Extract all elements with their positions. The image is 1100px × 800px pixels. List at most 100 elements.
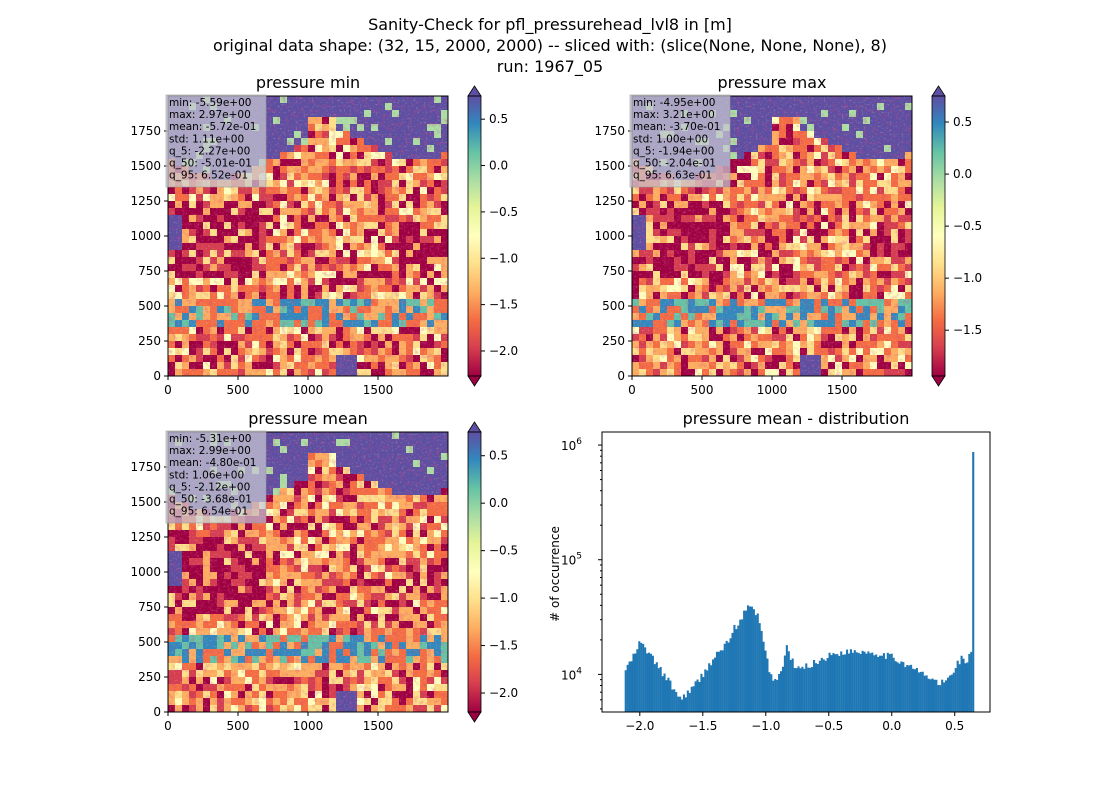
colorbar-gradient <box>932 96 945 376</box>
colorbar-extend-top <box>467 85 482 97</box>
stats-box-bg <box>629 94 731 188</box>
stats-line: std: 1.06e+00 <box>169 469 244 481</box>
y-tick-label: 500 <box>138 635 161 649</box>
x-tick-label: 1500 <box>363 383 394 397</box>
histogram-bar <box>624 670 627 712</box>
colorbar-tick-label: −0.5 <box>953 219 982 233</box>
histogram-bar <box>630 661 633 712</box>
colorbar-extend-bottom <box>467 711 482 723</box>
stats-line: max: 2.97e+00 <box>169 109 251 121</box>
histogram-bar <box>663 673 666 712</box>
histogram-bar <box>636 649 639 712</box>
stats-line: mean: -3.70e-01 <box>633 121 720 133</box>
colorbar-tick-label: −0.5 <box>489 205 518 219</box>
y-tick-label: 0 <box>617 369 625 383</box>
colorbar-tick-label: 0.0 <box>489 159 508 173</box>
x-tick-label: 500 <box>227 719 250 733</box>
histogram-bar <box>628 661 631 712</box>
colorbar-frame <box>467 431 482 713</box>
colorbar-gradient <box>468 96 481 376</box>
map-texture-blue <box>168 628 448 670</box>
y-tick-label: 1500 <box>594 159 625 173</box>
stats-line: mean: -5.72e-01 <box>169 121 256 133</box>
map-texture-blue <box>168 292 448 334</box>
x-tick-label: 1000 <box>757 383 788 397</box>
colorbar-tick-label: 0.0 <box>489 496 508 510</box>
histogram-panel: pressure mean - distribution−2.0 −1.5 −1.0… <box>548 409 991 733</box>
colorbar-tick-label: −1.0 <box>953 271 982 285</box>
histogram-bar <box>665 680 668 712</box>
stats-line: q_5: -2.12e+00 <box>169 481 250 493</box>
colorbar-tick-label: −1.5 <box>953 323 982 337</box>
colorbar-tick-label: −2.0 <box>489 686 518 700</box>
map-texture-blue <box>632 292 912 334</box>
colorbar-gradient <box>468 432 481 712</box>
histogram-bar <box>644 647 647 712</box>
y-tick-label: 1000 <box>130 565 161 579</box>
stats-line: max: 2.99e+00 <box>169 445 251 457</box>
histogram-bar <box>638 641 641 712</box>
y-tick-label: 0 <box>153 705 161 719</box>
stats-line: q_50: -5.01e-01 <box>169 158 252 170</box>
stats-line: min: -5.31e+00 <box>169 433 251 445</box>
y-tick-label: 0 <box>153 369 161 383</box>
figure-title-line-1: Sanity-Check for pfl_pressurehead_lvl8 i… <box>368 15 732 34</box>
y-tick-label: 1250 <box>130 194 161 208</box>
histogram-bar <box>632 653 635 712</box>
colorbar-frame <box>931 95 946 377</box>
histogram-bar <box>647 652 651 712</box>
histogram-bar <box>649 653 652 712</box>
y-tick-label: 1250 <box>130 530 161 544</box>
colorbar-tick-label: −1.5 <box>489 639 518 653</box>
y-tick-label: 750 <box>602 264 625 278</box>
x-tick-label: 500 <box>691 383 714 397</box>
colorbar-tick-label: −1.0 <box>489 591 518 605</box>
y-tick-label: 1750 <box>130 124 161 138</box>
x-tick-label: 1000 <box>293 719 324 733</box>
colorbar-extend-bottom <box>467 375 482 387</box>
histogram-bar <box>661 676 664 712</box>
x-tick-label: 0 <box>164 719 172 733</box>
histogram-bar <box>651 655 654 712</box>
stats-box-bg <box>165 430 267 524</box>
y-tick-label: 1500 <box>130 159 161 173</box>
stats-line: q_95: 6.52e-01 <box>169 170 248 182</box>
stats-line: q_5: -2.27e+00 <box>169 145 250 157</box>
colorbar: 0.50.0−0.5−1.0−1.5−2.0 <box>467 85 518 387</box>
map-panel-title: pressure max <box>717 73 826 92</box>
x-tick-label: 1500 <box>363 719 394 733</box>
x-tick-label: 500 <box>227 383 250 397</box>
stats-line: q_5: -1.94e+00 <box>633 145 714 157</box>
histogram-bar <box>657 668 660 712</box>
y-tick-label: 250 <box>138 334 161 348</box>
stats-line: q_50: -3.68e-01 <box>169 494 252 506</box>
colorbar-frame <box>467 95 482 377</box>
colorbar: 0.50.0−0.5−1.0−1.5 <box>931 85 982 387</box>
histogram-bar <box>655 662 658 712</box>
y-tick-label: 1000 <box>594 229 625 243</box>
histogram-bar <box>646 653 649 712</box>
stats-line: q_95: 6.63e-01 <box>633 170 712 182</box>
stats-line: std: 1.11e+00 <box>169 133 244 145</box>
colorbar-tick-label: −2.0 <box>489 344 518 358</box>
figure-title-line-2: original data shape: (32, 15, 2000, 2000… <box>213 36 887 55</box>
colorbar: 0.50.0−0.5−1.0−1.5−2.0 <box>467 421 518 723</box>
map-panel-title: pressure min <box>256 73 360 92</box>
colorbar-tick-label: −1.5 <box>489 298 518 312</box>
stats-line: min: -5.59e+00 <box>169 97 251 109</box>
histogram-bar <box>626 664 629 712</box>
histogram-bar <box>642 643 645 712</box>
stats-line: max: 3.21e+00 <box>633 109 715 121</box>
stats-line: q_50: -2.04e-01 <box>633 158 716 170</box>
y-tick-label: 750 <box>138 264 161 278</box>
stats-line: q_95: 6.54e-01 <box>169 506 248 518</box>
colorbar-tick-label: 0.0 <box>953 167 972 181</box>
y-tick-label: 750 <box>138 600 161 614</box>
colorbar-tick-label: 0.5 <box>489 449 508 463</box>
